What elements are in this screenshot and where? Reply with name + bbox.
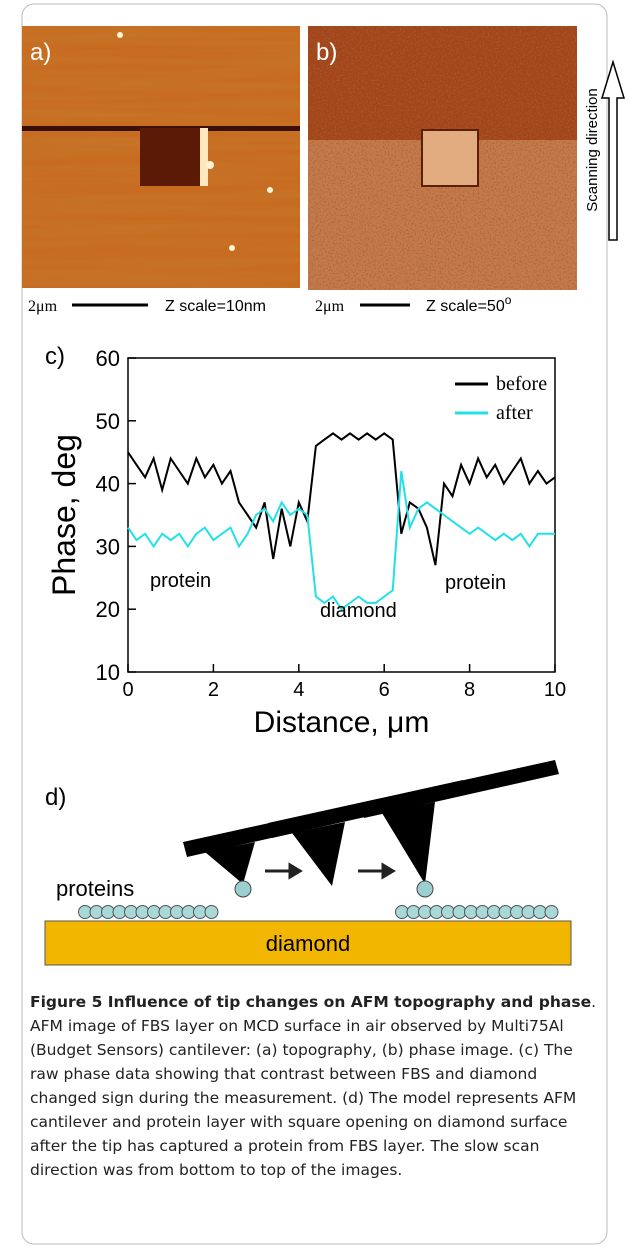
cantilever-tip [205, 842, 255, 884]
plot-frame [127, 357, 556, 673]
cantilevers [183, 760, 559, 886]
scale-bar-label: 2μm [315, 298, 345, 315]
captured-protein [416, 880, 434, 898]
x-axis-label: Distance, μm [254, 706, 430, 739]
caption: Figure 5 Influence of tip changes on AFM… [30, 990, 602, 1182]
legend-label: after [496, 402, 533, 424]
particle [229, 245, 235, 251]
scale-bar-label: 2μm [28, 298, 58, 315]
proteins-label: proteins [56, 876, 134, 901]
particle [206, 161, 214, 169]
cantilever-tip [292, 822, 345, 886]
annotation: protein [150, 570, 211, 592]
series-line [127, 432, 556, 566]
caption-title: Figure 5 Influence of tip changes on AFM… [30, 993, 592, 1011]
annotation: protein [445, 572, 506, 594]
x-tick-label: 10 [544, 679, 566, 701]
x-tick-label: 8 [464, 679, 475, 701]
y-tick-label: 30 [96, 534, 120, 559]
motion-arrows [265, 862, 396, 880]
z-scale-value: Z scale=50 [426, 298, 505, 315]
scan-arrow [600, 59, 626, 241]
protein-layer [78, 905, 559, 919]
protein [544, 905, 559, 919]
z-scale-unit: o [505, 293, 512, 307]
cantilever-beam [360, 760, 559, 818]
y-axis-label: Phase, deg [46, 434, 82, 596]
y-tick-label: 10 [96, 660, 120, 685]
x-tick-label: 0 [122, 679, 133, 701]
z-scale: Z scale=50o [426, 293, 512, 315]
y-tick-label: 20 [96, 597, 120, 622]
particle [267, 187, 273, 193]
cantilever-tip [382, 802, 435, 884]
legend-label: before [496, 373, 547, 395]
panel-label: a) [30, 39, 51, 66]
panel-label: b) [316, 39, 337, 66]
series-line [127, 470, 555, 611]
substrate-label: diamond [266, 931, 350, 956]
panel-label: c) [45, 343, 65, 370]
x-tick-label: 4 [293, 679, 304, 701]
y-tick-label: 60 [96, 346, 120, 371]
frame [21, 3, 608, 1245]
x-tick-label: 6 [379, 679, 390, 701]
z-scale: Z scale=10nm [165, 298, 266, 315]
line-chart: 0 2 4 6 8 10 10 20 30 40 50 60 Distance, μm Phase, de… [46, 346, 566, 739]
diamond-substrate [44, 920, 572, 966]
opening-edge [200, 128, 208, 186]
annotation: diamond [320, 600, 397, 622]
panel-label: d) [45, 784, 66, 811]
particle [117, 32, 123, 38]
x-tick-label: 2 [208, 679, 219, 701]
arrow-head [381, 862, 396, 880]
protein [204, 905, 219, 919]
y-tick-label: 50 [96, 409, 120, 434]
caption-text: . AFM image of FBS layer on MCD surface … [30, 993, 597, 1179]
arrow-head [288, 862, 303, 880]
opening [140, 128, 202, 186]
captured-protein [234, 880, 252, 898]
y-tick-label: 40 [96, 472, 120, 497]
opening [421, 129, 479, 187]
scan-direction-label: Scanning direction [584, 88, 601, 211]
